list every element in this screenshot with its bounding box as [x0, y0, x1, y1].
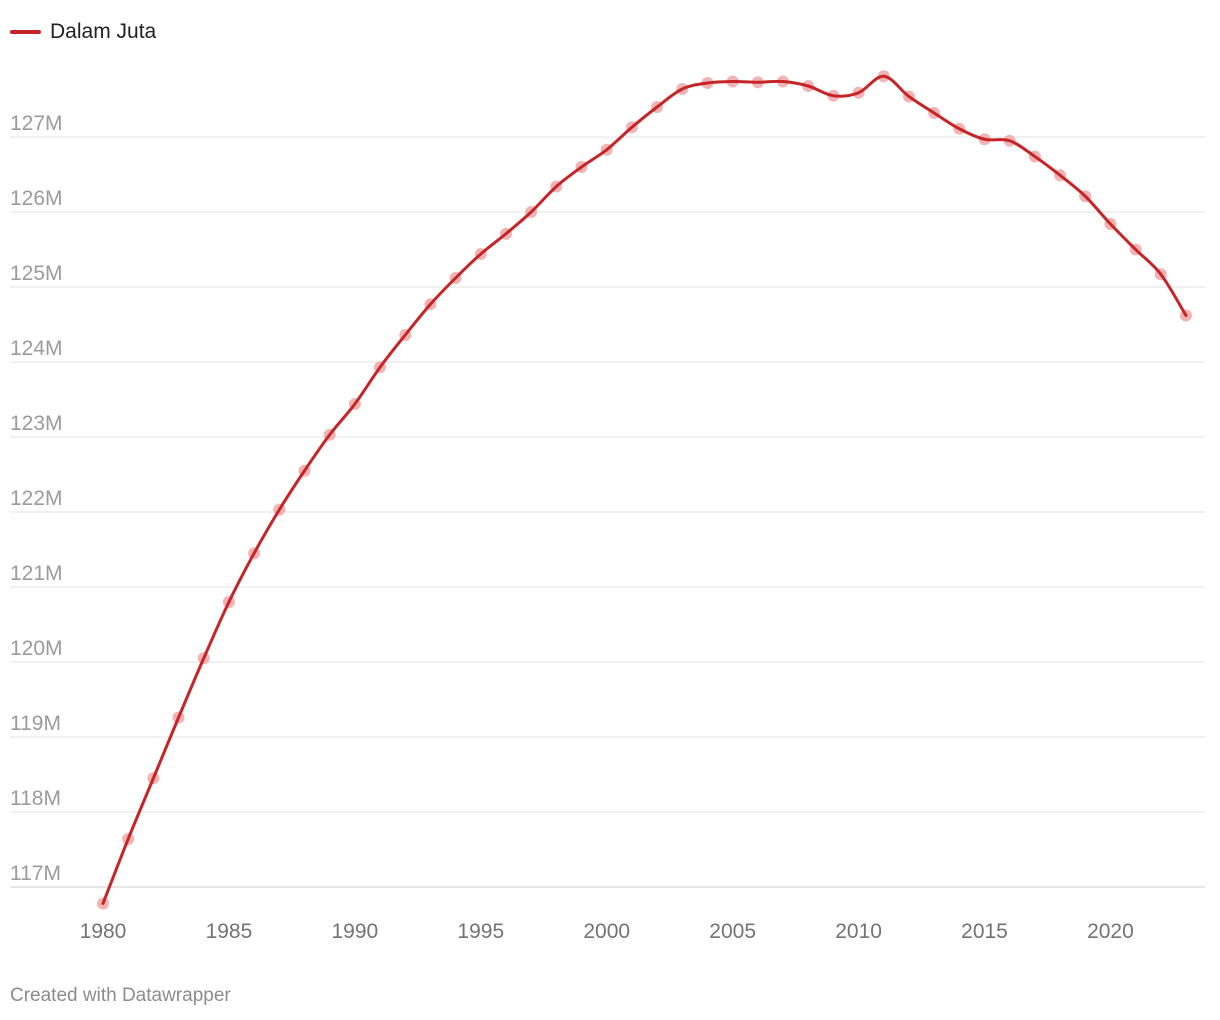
series-line: [101, 74, 1188, 905]
series-lines: [101, 74, 1188, 905]
legend-label: Dalam Juta: [50, 20, 157, 43]
y-tick-label: 124M: [10, 337, 63, 360]
y-tick-label: 122M: [10, 487, 63, 510]
x-tick-label: 1995: [457, 920, 504, 943]
x-tick-label: 2000: [583, 920, 630, 943]
x-tick-label: 1980: [80, 920, 127, 943]
x-axis-ticks: 1980 1985 1990 1995 2000 2005 2010 2015 2020: [80, 920, 1134, 943]
x-tick-label: 2015: [961, 920, 1008, 943]
legend-swatch: [10, 30, 41, 34]
credit-text: Created with Datawrapper: [10, 985, 231, 1006]
y-tick-label: 118M: [10, 787, 61, 810]
x-tick-label: 2020: [1087, 920, 1134, 943]
y-tick-label: 125M: [10, 262, 63, 285]
y-tick-label: 119M: [10, 712, 61, 735]
y-tick-label: 117M: [10, 862, 61, 885]
gridlines: [10, 136, 1205, 888]
x-tick-label: 2005: [709, 920, 756, 943]
y-tick-label: 127M: [10, 112, 63, 135]
data-points: [97, 70, 1192, 910]
y-tick-label: 120M: [10, 637, 63, 660]
legend: Dalam Juta: [10, 18, 156, 46]
x-tick-label: 2010: [835, 920, 882, 943]
line-chart: 117M 118M 119M 120M 121M 122M 123M 124M 125M 126M…: [10, 70, 1205, 943]
y-tick-label: 126M: [10, 187, 63, 210]
y-axis-ticks: 117M 118M 119M 120M 121M 122M 123M 124M 125M 126M…: [10, 112, 63, 885]
y-tick-label: 123M: [10, 412, 63, 435]
x-tick-label: 1990: [332, 920, 379, 943]
y-tick-label: 121M: [10, 562, 63, 585]
x-tick-label: 1985: [206, 920, 253, 943]
